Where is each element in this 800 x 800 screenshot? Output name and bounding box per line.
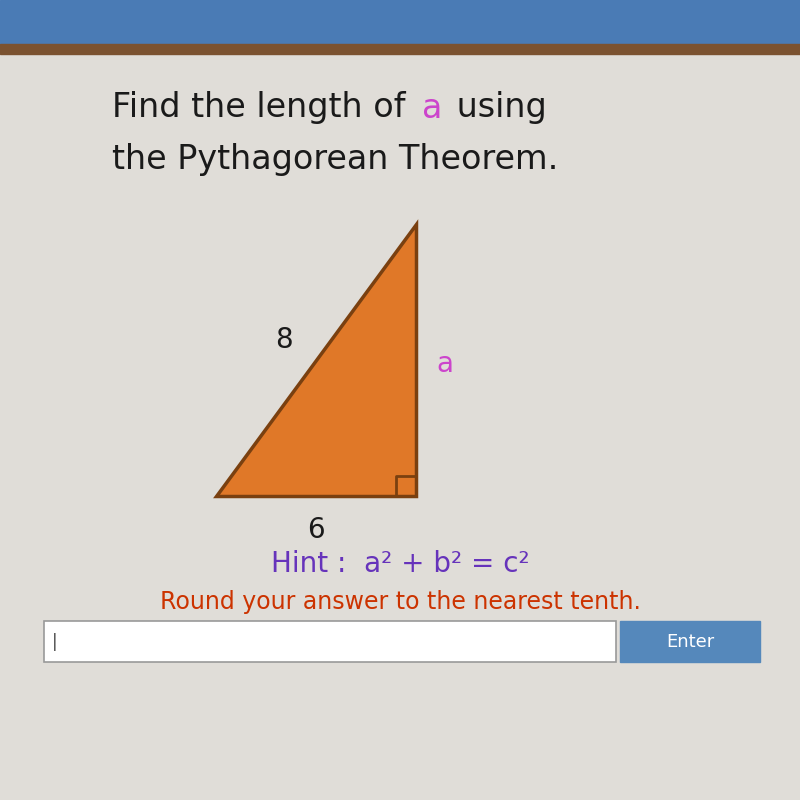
Polygon shape bbox=[216, 224, 416, 496]
Text: 6: 6 bbox=[307, 516, 325, 544]
Text: |: | bbox=[52, 633, 58, 650]
Text: Hint :  a² + b² = c²: Hint : a² + b² = c² bbox=[270, 550, 530, 578]
Text: Find the length of: Find the length of bbox=[112, 91, 416, 125]
Text: a: a bbox=[436, 350, 453, 378]
Text: a: a bbox=[422, 91, 442, 125]
Text: the Pythagorean Theorem.: the Pythagorean Theorem. bbox=[112, 143, 558, 177]
Text: Enter: Enter bbox=[666, 633, 714, 650]
Text: 8: 8 bbox=[275, 326, 293, 354]
Text: using: using bbox=[446, 91, 547, 125]
Bar bbox=[0, 0, 800, 44]
Text: Round your answer to the nearest tenth.: Round your answer to the nearest tenth. bbox=[159, 590, 641, 614]
Bar bbox=[44, 621, 616, 662]
Bar bbox=[0, 44, 800, 54]
Bar bbox=[620, 621, 760, 662]
